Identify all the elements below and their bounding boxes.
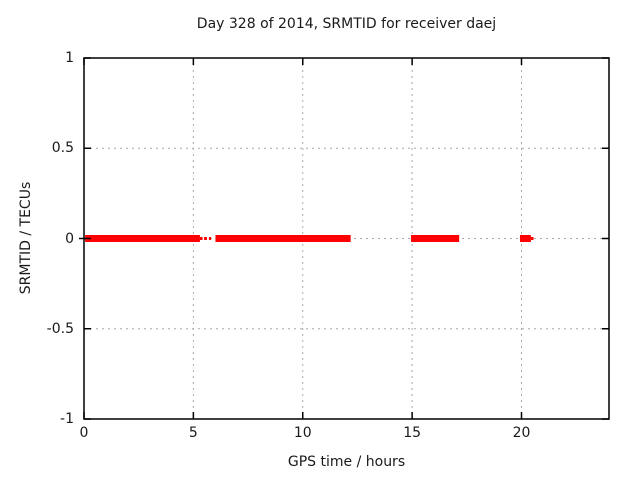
data-segment [85,235,200,242]
x-tick-label: 15 [403,425,422,441]
data-dash [530,237,534,240]
data-dash [199,237,203,240]
data-segment [215,235,351,242]
x-tick-label: 10 [293,425,312,441]
data-segment [411,235,460,242]
chart-title: Day 328 of 2014, SRMTID for receiver dae… [196,16,497,32]
data-dash [204,237,207,240]
y-tick-label: 0.5 [51,140,74,157]
y-tick-label: 1 [65,50,74,66]
x-tick-label: 0 [79,425,89,441]
x-tick-label: 5 [188,425,198,441]
x-axis-title: GPS time / hours [287,454,406,470]
data-segment [519,235,531,242]
y-tick-label: -0.5 [46,320,74,337]
data-dash [208,237,212,240]
y-tick-label: 0 [65,230,74,247]
x-tick-label: 20 [512,425,531,441]
y-tick-label: -1 [60,411,74,427]
